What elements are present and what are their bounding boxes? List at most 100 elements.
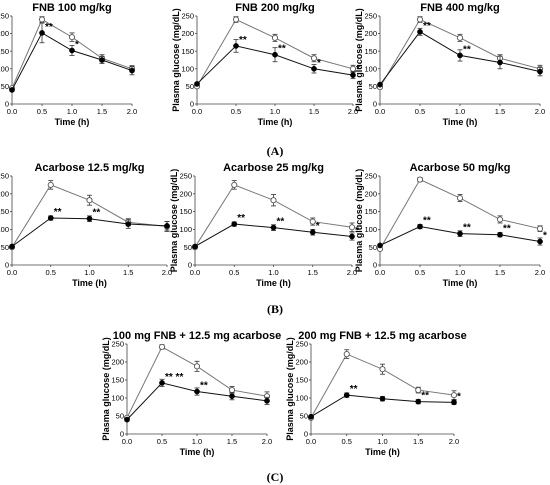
y-tick-label: 0 xyxy=(5,100,9,109)
x-tick-label: 1.5 xyxy=(123,268,133,277)
y-tick-label: 250 xyxy=(364,12,377,21)
x-tick-label: 0.5 xyxy=(37,107,47,116)
data-point xyxy=(450,392,458,399)
x-tick-label: 0.0 xyxy=(7,107,17,116)
chart-title: 200 mg FNB + 12.5 mg acarbose xyxy=(298,330,466,342)
y-tick-label: 200 xyxy=(111,358,124,367)
significance-annotation: ** xyxy=(277,217,285,228)
data-point xyxy=(159,380,165,386)
data-point xyxy=(124,416,130,423)
data-point xyxy=(350,72,356,78)
y-axis-label: Plasma glucose (mg/dL) xyxy=(285,337,295,441)
x-tick-label: 1.5 xyxy=(97,107,107,116)
data-point xyxy=(417,28,423,35)
x-axis-label: Time (h) xyxy=(55,117,90,127)
significance-annotation: ** xyxy=(237,213,245,224)
chart-title: Acarbose 12.5 mg/kg xyxy=(34,162,144,174)
x-tick-label: 2.0 xyxy=(348,107,358,116)
x-tick-label: 1.0 xyxy=(270,107,280,116)
significance-annotation: * xyxy=(543,231,547,242)
data-point xyxy=(377,242,383,249)
data-point xyxy=(343,392,350,398)
data-point xyxy=(497,231,503,238)
chart-title: Acarbose 25 mg/kg xyxy=(223,162,324,174)
chart-panels: FNB 100 mg/kg 0 50 100 150 200 250 0.0 0.5 1.0 1.5… xyxy=(0,2,547,457)
y-tick-label: 50 xyxy=(369,243,377,252)
series-treatment: ****** xyxy=(194,35,360,87)
significance-annotation: * xyxy=(356,64,360,75)
x-tick-label: 0.0 xyxy=(122,437,132,446)
x-axis-label: Time (h) xyxy=(443,117,478,127)
x-tick-label: 0.0 xyxy=(375,107,385,116)
significance-annotation: ** xyxy=(54,207,62,218)
data-point xyxy=(194,388,200,395)
series-treatment: ****** xyxy=(192,213,359,250)
section-label-c: (C) xyxy=(267,470,284,484)
data-point xyxy=(9,243,15,250)
significance-annotation: * xyxy=(317,58,321,69)
y-tick-label: 50 xyxy=(1,243,9,252)
series-line xyxy=(11,217,168,247)
y-tick-label: 200 xyxy=(0,29,9,38)
series-line xyxy=(126,346,268,419)
x-axis-label: Time (h) xyxy=(256,278,291,288)
data-point xyxy=(228,387,236,394)
significance-annotation: ** xyxy=(423,21,431,32)
y-axis-label: Plasma glucose (mg/dL) xyxy=(354,8,364,112)
y-tick-label: 150 xyxy=(0,47,9,56)
x-tick-label: 1.5 xyxy=(495,268,505,277)
series-control xyxy=(191,180,356,251)
x-tick-label: 1.5 xyxy=(413,437,423,446)
data-point xyxy=(537,238,543,245)
data-point xyxy=(129,67,135,74)
y-tick-label: 50 xyxy=(186,82,194,91)
significance-annotation: ** xyxy=(93,208,101,219)
y-tick-label: 100 xyxy=(295,394,308,403)
data-point xyxy=(451,399,457,406)
x-axis-label: Time (h) xyxy=(365,447,400,457)
data-point xyxy=(68,34,76,41)
chart-panel-5: Acarbose 25 mg/kg 0 50 100 150 200 250 0.0 0.5 1.… xyxy=(169,162,359,288)
data-point xyxy=(497,59,503,66)
chart-panel-6: Acarbose 50 mg/kg 0 50 100 150 200 250 0.0 0.5 1.… xyxy=(354,162,547,288)
x-tick-label: 1.0 xyxy=(268,268,278,277)
significance-annotation: * xyxy=(457,391,461,402)
data-point xyxy=(416,16,424,23)
data-point xyxy=(231,221,238,227)
y-tick-label: 150 xyxy=(111,376,124,385)
data-point xyxy=(193,363,201,370)
y-tick-label: 250 xyxy=(0,12,9,21)
data-point xyxy=(537,68,543,75)
data-point xyxy=(47,215,54,221)
section-label-a: (A) xyxy=(267,144,284,158)
data-point xyxy=(270,224,277,231)
data-point xyxy=(270,197,277,204)
y-tick-label: 250 xyxy=(111,340,124,349)
significance-annotation: * xyxy=(316,221,320,232)
data-point xyxy=(192,243,198,250)
x-tick-label: 0.0 xyxy=(306,437,316,446)
data-point xyxy=(229,393,235,400)
y-tick-label: 100 xyxy=(0,225,9,234)
x-tick-label: 0.0 xyxy=(375,268,385,277)
x-tick-label: 0.5 xyxy=(231,107,241,116)
significance-annotation: ** xyxy=(239,35,247,46)
significance-annotation: ** xyxy=(278,44,286,55)
data-point xyxy=(164,222,170,229)
x-tick-label: 2.0 xyxy=(127,107,137,116)
series-treatment: *** xyxy=(9,22,135,93)
data-point xyxy=(536,225,544,232)
x-tick-label: 2.0 xyxy=(162,268,172,277)
data-point xyxy=(125,221,132,227)
significance-annotation: * xyxy=(75,39,79,50)
data-point xyxy=(349,233,355,240)
x-tick-label: 2.0 xyxy=(449,437,459,446)
y-tick-label: 250 xyxy=(364,172,377,181)
series-line xyxy=(379,178,541,250)
data-point xyxy=(99,57,105,63)
significance-annotation: ** xyxy=(463,223,471,234)
data-point xyxy=(231,181,238,188)
section-label-b: (B) xyxy=(267,302,283,316)
significance-annotation: ** xyxy=(200,381,208,392)
chart-title: FNB 200 mg/kg xyxy=(235,2,314,14)
